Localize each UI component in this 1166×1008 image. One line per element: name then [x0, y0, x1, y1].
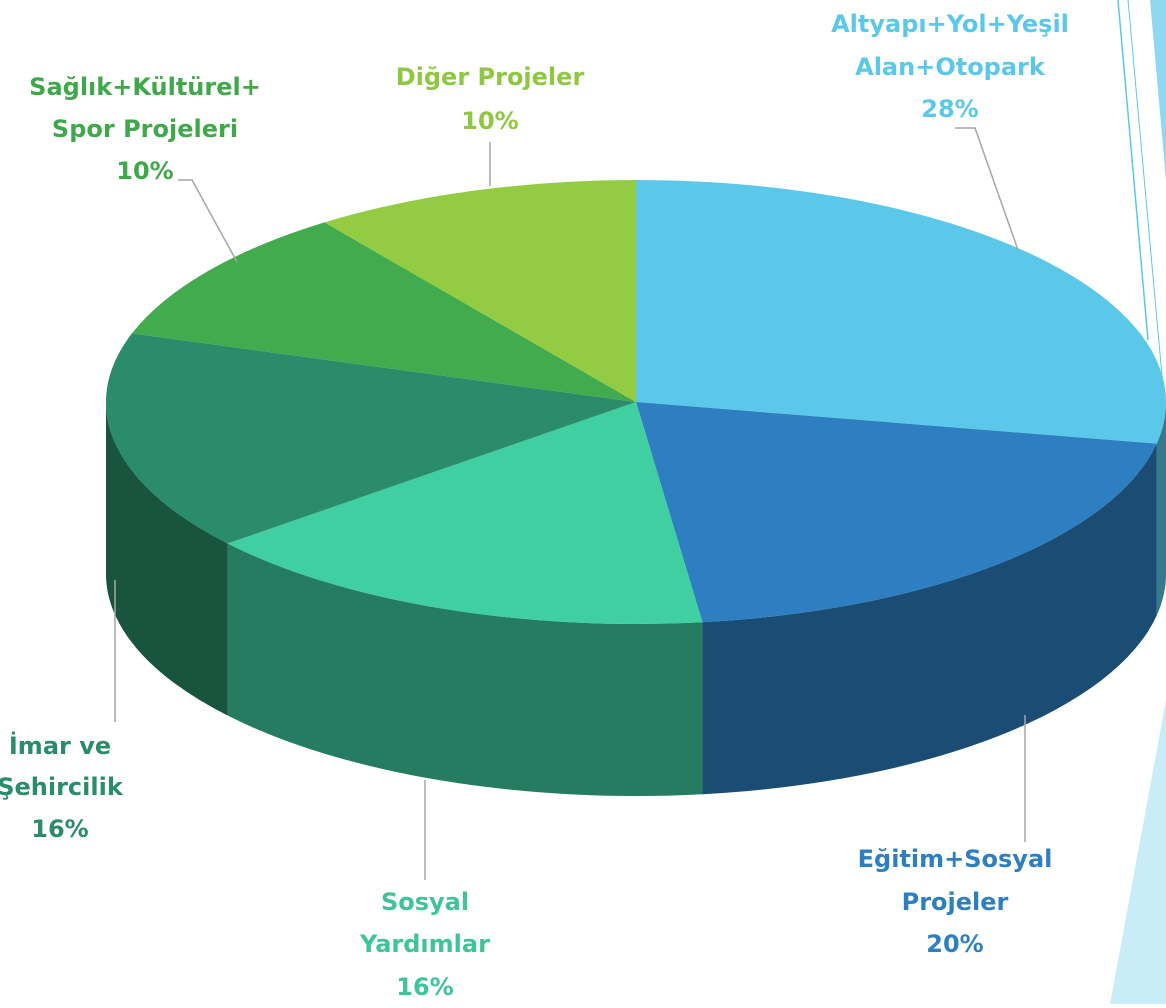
slice-side [702, 443, 1157, 795]
decoration [1110, 0, 1166, 1004]
category-label: Diğer Projeler [396, 63, 585, 91]
value-label: 16% [31, 815, 88, 843]
category-label: Altyapı+Yol+Yeşil [831, 10, 1069, 38]
slice [324, 180, 636, 402]
slice-side-shade [702, 443, 1157, 795]
slice-side-shade [1156, 402, 1166, 616]
category-label: Eğitim+Sosyal [858, 845, 1053, 873]
value-label: 16% [396, 973, 453, 1001]
value-label: 10% [461, 107, 518, 135]
category-label: Sağlık+Kültürel+ [29, 73, 261, 101]
category-label: Yardımlar [359, 930, 490, 958]
category-label: İmar ve [9, 731, 111, 760]
category-label: Sosyal [381, 888, 469, 916]
leader-line [178, 179, 238, 263]
category-label: Alan+Otopark [855, 53, 1046, 81]
leader-line [955, 127, 1019, 251]
slice [636, 402, 1157, 623]
value-label: 10% [116, 157, 173, 185]
category-label: Şehircilik [0, 773, 124, 801]
slice-side-shade [227, 543, 703, 796]
slice-side [227, 543, 703, 796]
slice-side-shade [106, 402, 228, 716]
slice [106, 333, 637, 544]
category-label: Projeler [902, 888, 1009, 916]
slice-side [1156, 402, 1166, 616]
slice [227, 402, 703, 624]
slice [636, 180, 1166, 444]
value-label: 28% [921, 95, 978, 123]
value-label: 20% [926, 930, 983, 958]
category-label: Spor Projeleri [52, 115, 238, 143]
slice-side [106, 402, 228, 716]
slice [131, 222, 636, 402]
